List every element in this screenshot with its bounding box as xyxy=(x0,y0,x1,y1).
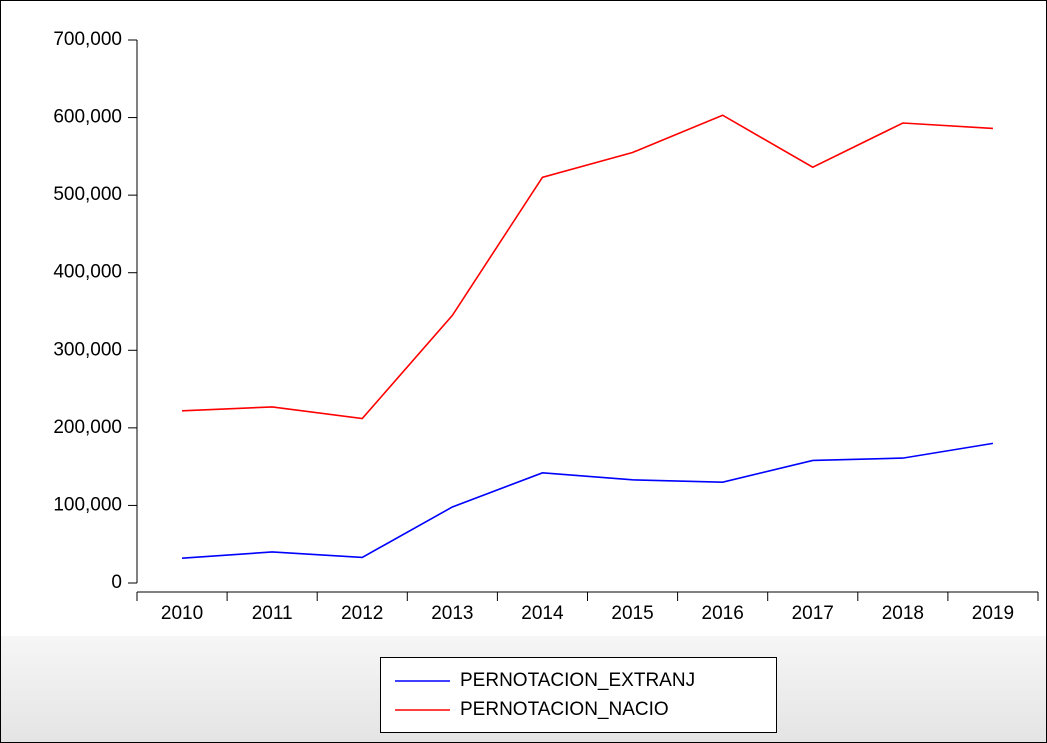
y-tick-label: 200,000 xyxy=(53,417,122,438)
x-tick-label: 2019 xyxy=(972,603,1014,624)
x-tick-label: 2010 xyxy=(161,603,203,624)
y-tick-label: 400,000 xyxy=(53,262,122,283)
y-tick-label: 300,000 xyxy=(53,339,122,360)
x-tick-label: 2012 xyxy=(341,603,383,624)
x-tick-label: 2018 xyxy=(882,603,924,624)
y-tick-label: 700,000 xyxy=(53,29,122,50)
x-tick-label: 2016 xyxy=(702,603,744,624)
x-tick-label: 2011 xyxy=(252,603,293,624)
legend-box xyxy=(380,657,777,733)
series-line xyxy=(181,442,994,559)
y-tick-label: 500,000 xyxy=(53,184,122,205)
y-tick-label: 600,000 xyxy=(53,107,122,128)
legend-label: PERNOTACION_EXTRANJ xyxy=(460,670,695,691)
x-tick-label: 2017 xyxy=(792,603,834,624)
legend-label: PERNOTACION_NACIO xyxy=(460,699,669,720)
y-tick-label: 100,000 xyxy=(53,494,122,515)
series-line xyxy=(182,114,993,420)
y-tick-label: 0 xyxy=(111,572,122,593)
x-tick-label: 2014 xyxy=(521,603,564,624)
x-tick-label: 2013 xyxy=(431,603,473,624)
x-tick-label: 2015 xyxy=(611,603,653,624)
